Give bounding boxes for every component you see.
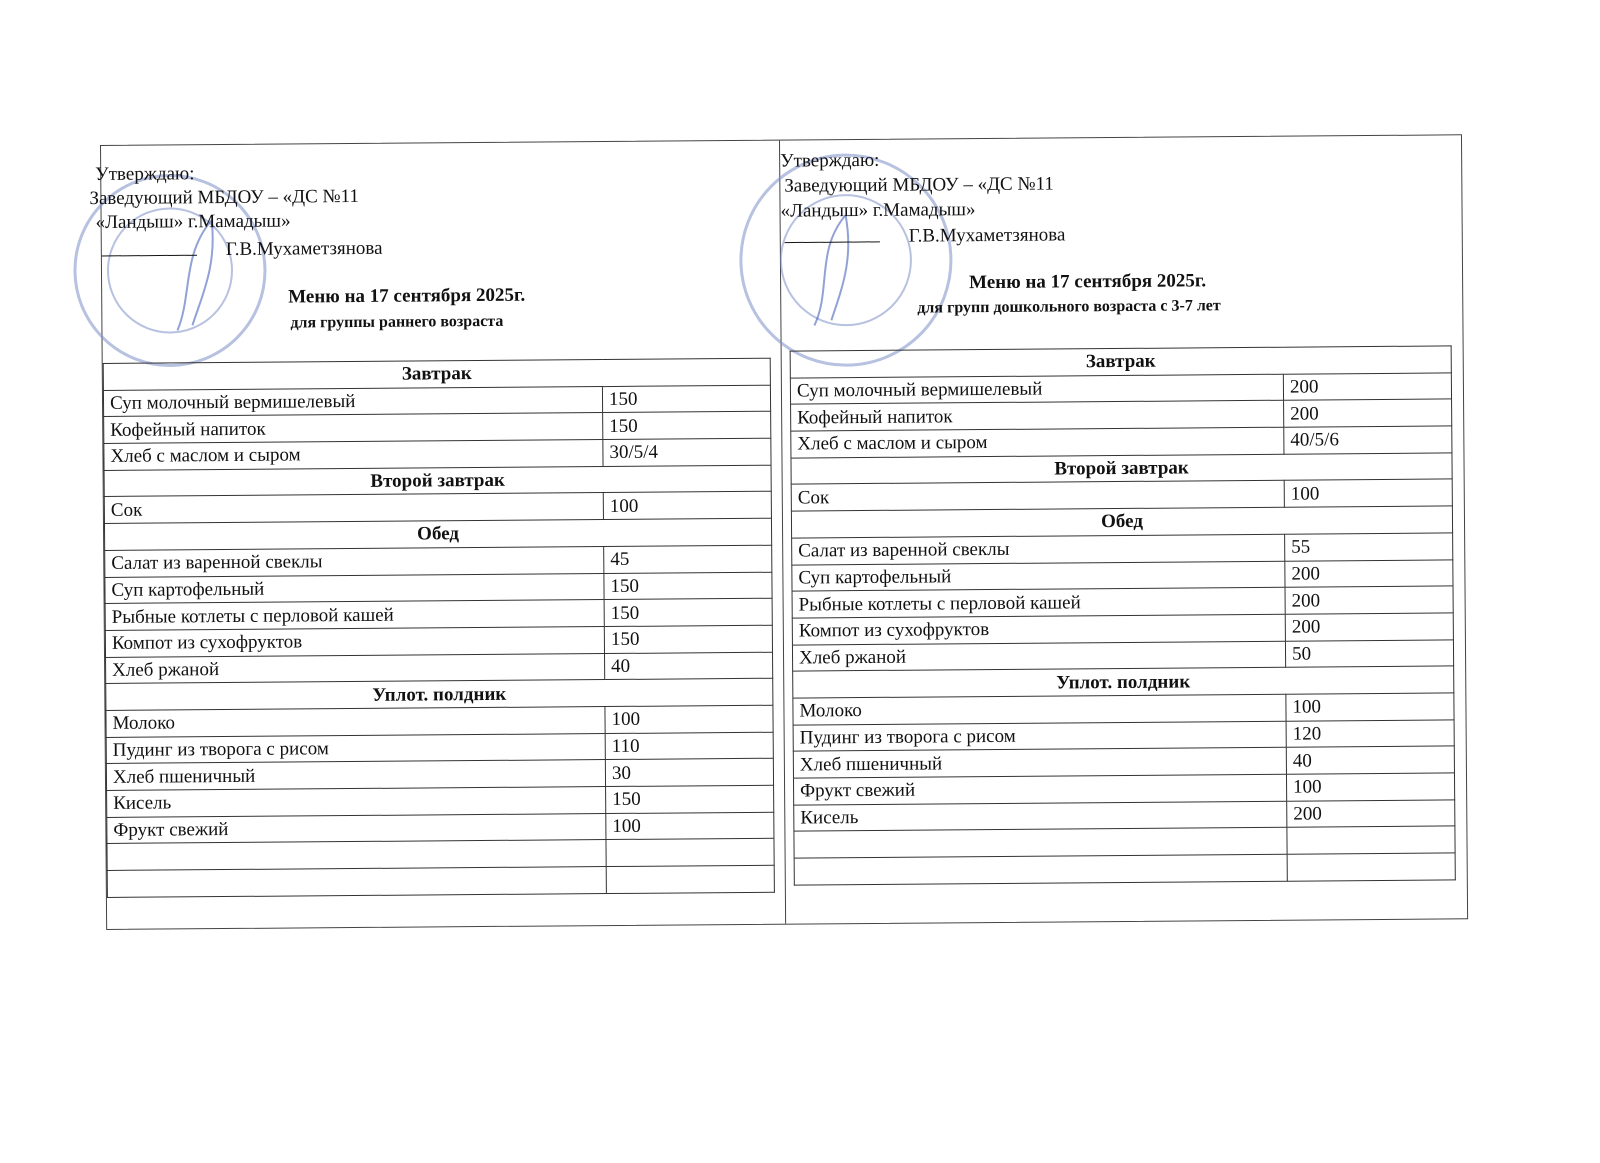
panel-early-age: Утверждаю: Заведующий МБДОУ – «ДС №11 «Л…	[73, 141, 779, 898]
dish-quantity: 150	[604, 625, 773, 654]
signature-line: __________	[784, 223, 880, 246]
director-name: Г.В.Мухаметзянова	[908, 224, 1066, 247]
dish-quantity: 150	[604, 598, 773, 627]
dish-name: Фрукт свежий	[793, 774, 1287, 805]
document-frame: Утверждаю: Заведующий МБДОУ – «ДС №11 «Л…	[73, 134, 1469, 930]
organization-name: «Ландыш» г.Мамадыш»	[95, 210, 291, 234]
dish-name: Кофейный напиток	[790, 400, 1284, 432]
approve-label: Утверждаю:	[780, 149, 880, 172]
signature-icon	[176, 219, 214, 331]
dish-name: Кисель	[793, 800, 1287, 832]
dish-quantity: 55	[1284, 532, 1453, 561]
dish-name: Суп молочный вермишелевый	[790, 373, 1284, 405]
dish-name: Молоко	[792, 694, 1287, 725]
dish-quantity: 200	[1284, 559, 1454, 588]
menu-table: Завтрак Суп молочный вермишелевый 150 Кофей…	[103, 358, 775, 898]
dish-name: Кофейный напиток	[103, 412, 603, 444]
dish-name	[793, 827, 1288, 859]
menu-title: Меню на 17 сентября 2025г.	[969, 270, 1207, 294]
dish-name: Хлеб ржаной	[792, 640, 1286, 672]
dish-quantity: 30	[605, 758, 774, 787]
menu-subtitle: для групп дошкольного возраста с 3-7 лет	[917, 297, 1221, 317]
menu-subtitle: для группы раннего возраста	[290, 312, 504, 332]
dish-name: Рыбные котлеты с перловой кашей	[792, 587, 1286, 618]
dish-quantity: 200	[1283, 399, 1452, 428]
dish-name: Салат из варенной свеклы	[104, 546, 604, 577]
stamp-icon	[73, 173, 267, 367]
director-name: Г.В.Мухаметзянова	[225, 237, 383, 261]
dish-quantity: 100	[603, 491, 772, 520]
dish-quantity	[606, 865, 775, 894]
dish-quantity: 100	[1285, 692, 1455, 721]
dish-name: Хлеб пшеничный	[793, 747, 1287, 779]
dish-quantity: 100	[604, 705, 774, 734]
dish-quantity	[605, 838, 775, 867]
dish-quantity: 45	[603, 545, 772, 574]
signature-line: __________	[101, 237, 197, 259]
dish-quantity: 150	[602, 411, 771, 440]
dish-name: Компот из сухофруктов	[105, 626, 605, 658]
dish-quantity: 150	[602, 384, 771, 413]
dish-quantity: 150	[603, 571, 773, 600]
stamp-icon	[739, 153, 953, 367]
dish-name: Рыбные котлеты с перловой кашей	[105, 599, 605, 631]
dish-name: Хлеб с маслом и сыром	[790, 427, 1284, 458]
dish-name: Молоко	[105, 706, 606, 738]
dish-quantity: 150	[605, 785, 774, 814]
dish-name: Хлеб ржаной	[105, 653, 605, 684]
dish-name: Суп картофельный	[104, 573, 605, 604]
head-position: Заведующий МБДОУ – «ДС №11	[89, 185, 360, 210]
dish-name: Хлеб с маслом и сыром	[103, 439, 604, 471]
dish-quantity: 200	[1285, 612, 1454, 641]
dish-quantity	[1286, 826, 1456, 855]
dish-name: Сок	[104, 492, 604, 524]
dish-name: Салат из варенной свеклы	[791, 534, 1285, 565]
dish-name: Сок	[791, 480, 1285, 512]
dish-name	[106, 839, 607, 871]
dish-quantity: 110	[605, 731, 774, 760]
menu-title: Меню на 17 сентября 2025г.	[288, 284, 526, 308]
dish-quantity: 200	[1285, 586, 1454, 615]
panel-preschool: Утверждаю: Заведующий МБДОУ – «ДС №11 «Л…	[739, 135, 1460, 885]
dish-quantity: 200	[1283, 372, 1452, 401]
dish-row	[107, 865, 775, 898]
dish-name: Суп картофельный	[791, 560, 1286, 592]
organization-name: «Ландыш» г.Мамадыш»	[780, 199, 976, 222]
dish-quantity: 120	[1286, 719, 1455, 748]
dish-quantity: 100	[1286, 772, 1455, 801]
head-position: Заведующий МБДОУ – «ДС №11	[784, 173, 1054, 197]
signature-icon	[813, 214, 850, 326]
dish-name: Кисель	[106, 786, 606, 818]
dish-quantity: 100	[1284, 479, 1453, 508]
dish-quantity	[1287, 852, 1456, 881]
dish-quantity: 40/5/6	[1283, 425, 1452, 454]
dish-name	[794, 854, 1288, 885]
dish-quantity: 40	[604, 651, 773, 680]
dish-quantity: 100	[605, 811, 774, 840]
dish-name: Пудинг из творога с рисом	[793, 720, 1287, 752]
dish-quantity: 40	[1286, 746, 1455, 775]
dish-row	[794, 852, 1456, 885]
dish-quantity: 50	[1285, 639, 1454, 668]
dish-quantity: 200	[1286, 799, 1455, 828]
dish-name: Хлеб пшеничный	[106, 759, 606, 791]
dish-quantity: 30/5/4	[602, 438, 772, 467]
dish-name: Компот из сухофруктов	[792, 614, 1286, 645]
dish-name: Фрукт свежий	[106, 813, 606, 844]
menu-table: Завтрак Суп молочный вермишелевый 200 Кофей…	[790, 345, 1456, 885]
dish-name	[107, 866, 607, 898]
approve-label: Утверждаю:	[95, 163, 195, 186]
dish-name: Суп молочный вермишелевый	[103, 386, 603, 417]
dish-name: Пудинг из творога с рисом	[106, 733, 606, 764]
